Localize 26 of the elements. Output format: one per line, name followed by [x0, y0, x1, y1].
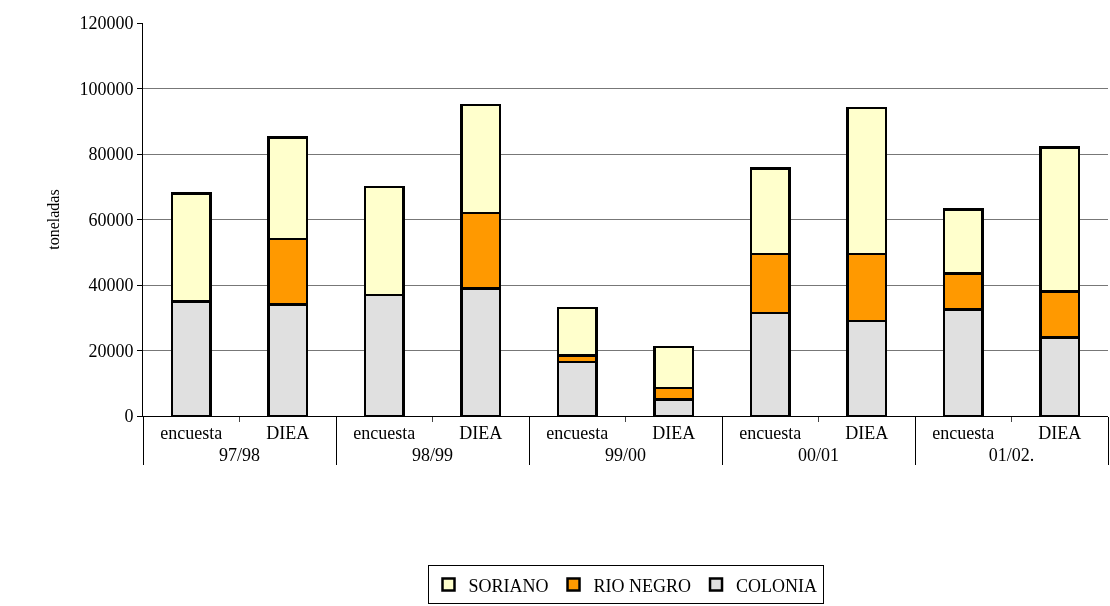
y-tick-label: 40000 [88, 275, 134, 296]
y-tick-label: 0 [124, 406, 134, 427]
text: 00/01 [797, 444, 840, 465]
text: 01/02. [988, 444, 1035, 465]
legend-label: SORIANO [468, 575, 549, 596]
y-tick-label: 100000 [79, 78, 134, 99]
legend-label: RIO NEGRO [593, 575, 692, 596]
x-tick-label: DIEA [845, 422, 889, 443]
x-tick-label: encuesta [160, 422, 223, 443]
x-tick-label: encuesta [932, 422, 995, 443]
x-tick-label: DIEA [266, 422, 310, 443]
legend-label: COLONIA [736, 575, 818, 596]
text: 97/98 [218, 444, 261, 465]
x-tick-label: DIEA [652, 422, 696, 443]
x-tick-label: encuesta [353, 422, 416, 443]
x-tick-label: encuesta [739, 422, 802, 443]
y-tick-label: 20000 [88, 340, 134, 361]
y-axis-title: toneladas [45, 189, 63, 250]
x-tick-label: DIEA [459, 422, 503, 443]
text: 99/00 [604, 444, 647, 465]
text: 98/99 [411, 444, 454, 465]
y-tick-label: 80000 [88, 144, 134, 165]
y-tick-label: 60000 [88, 209, 134, 230]
x-tick-label: DIEA [1038, 422, 1082, 443]
y-tick-label: 120000 [79, 13, 134, 34]
x-tick-label: encuesta [546, 422, 609, 443]
